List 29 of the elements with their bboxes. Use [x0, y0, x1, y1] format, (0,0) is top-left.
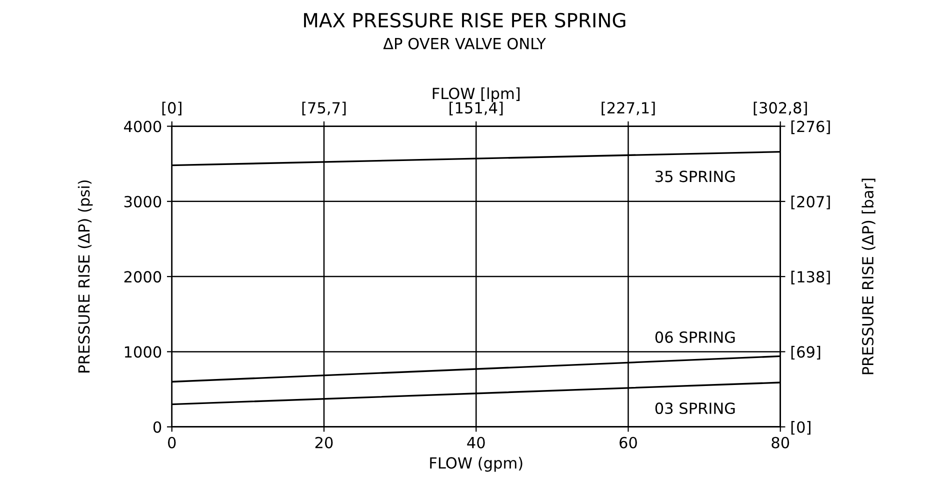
y-tick-label: 4000	[124, 120, 162, 132]
x-tick-label: 20	[315, 436, 333, 448]
series-label: 03 SPRING	[655, 402, 735, 414]
x2-tick-label: [75,7]	[302, 102, 346, 116]
series-label: 06 SPRING	[655, 331, 735, 343]
x-tick-label: 60	[620, 436, 637, 448]
x-tick-label: 80	[772, 436, 790, 448]
y-tick-label: 3000	[124, 196, 162, 208]
series-label: 35 SPRING	[656, 170, 735, 182]
chart-subtitle: ΔP OVER VALVE ONLY	[383, 38, 546, 50]
x-tick-label: 0	[168, 436, 176, 448]
x-axis-title: FLOW (gpm)	[430, 456, 522, 472]
y2-tick-label: [207]	[791, 196, 830, 210]
x2-tick-label: [227,1]	[602, 102, 655, 116]
x-tick-label: 40	[467, 436, 485, 448]
chart-title: MAX PRESSURE RISE PER SPRING	[304, 12, 626, 28]
y2-tick-label: [69]	[791, 346, 820, 360]
x2-tick-label: [0]	[162, 102, 182, 116]
y2-tick-label: [276]	[791, 120, 830, 134]
y2-tick-label: [0]	[791, 421, 810, 435]
y2-tick-label: [138]	[791, 270, 830, 284]
y-tick-label: 2000	[124, 271, 162, 283]
y-tick-label: 0	[153, 421, 162, 433]
x2-tick-label: [302,8]	[754, 102, 807, 116]
y-tick-label: 1000	[124, 346, 162, 358]
y-axis-title: PRESSURE RISE (ΔP) (psi)	[78, 180, 93, 372]
x2-tick-label: [151,4]	[450, 102, 503, 116]
x2-axis-title: FLOW [lpm]	[432, 87, 520, 102]
y2-axis-title: PRESSURE RISE (ΔP) [bar]	[862, 178, 876, 374]
